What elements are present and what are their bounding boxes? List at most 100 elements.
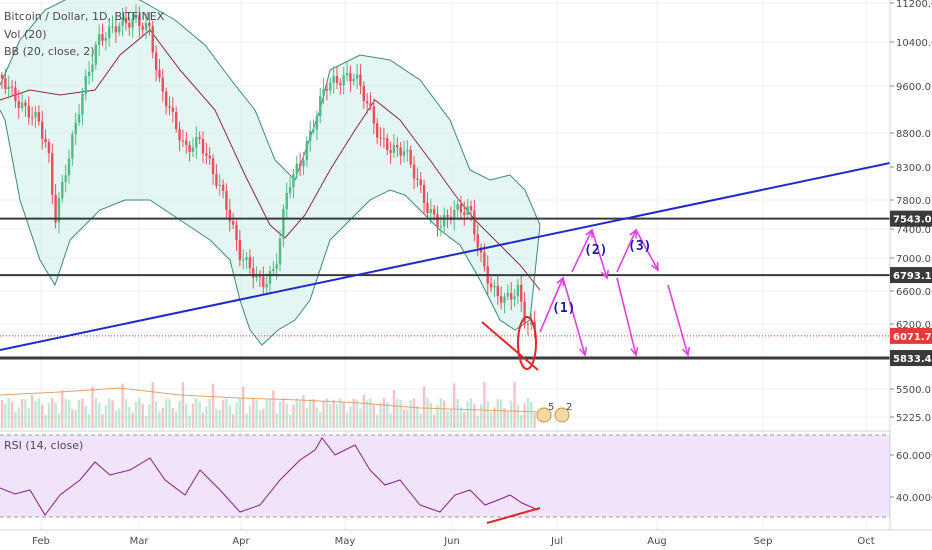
candle-body-48 xyxy=(161,77,164,92)
drawing-annotations: (1) (2) (3) 5 2 xyxy=(0,162,891,423)
candle-body-69 xyxy=(231,221,235,225)
event-badge-icon-0 xyxy=(536,407,552,423)
volume-bar-118 xyxy=(396,398,399,428)
volume-bar-29 xyxy=(97,402,101,428)
volume-bar-145 xyxy=(486,401,489,428)
volume-bar-61 xyxy=(205,406,208,428)
candle-body-13 xyxy=(44,138,47,142)
rsi-divergence-line xyxy=(486,507,541,524)
volume-bar-106 xyxy=(355,399,359,428)
price-tick-label-10: 5500.0 xyxy=(896,385,931,396)
rsi-tick-label-1: 40.0000 xyxy=(896,493,932,504)
level-tag-label-axis-0: 7543.0 xyxy=(893,215,932,226)
candle-body-103 xyxy=(345,73,349,76)
volume-bar-58 xyxy=(195,398,198,428)
candle-body-52 xyxy=(175,111,178,130)
candle-body-45 xyxy=(151,26,154,53)
candle-body-51 xyxy=(171,107,175,112)
candle-body-132 xyxy=(443,214,446,227)
price-highlight-ellipse xyxy=(517,316,537,370)
candle-body-17 xyxy=(57,198,61,223)
projection-arrow-4 xyxy=(616,229,637,273)
event-badge-count-0: 5 xyxy=(548,402,554,413)
volume-bar-18 xyxy=(61,390,64,428)
projection-arrowhead-1 xyxy=(579,346,588,357)
volume-bar-76 xyxy=(255,400,258,428)
candle-body-126 xyxy=(422,185,426,203)
volume-ma xyxy=(0,387,541,413)
projection-arrowhead-5 xyxy=(651,261,659,272)
volume-bar-67 xyxy=(225,398,228,428)
volume-bar-83 xyxy=(278,401,282,428)
volume-bar-90 xyxy=(302,395,305,428)
ascending-trendline xyxy=(0,162,891,351)
volume-bar-23 xyxy=(77,400,81,428)
volume-bar-133 xyxy=(446,410,449,428)
volume-bar-48 xyxy=(161,407,164,428)
volume-bar-33 xyxy=(111,400,114,428)
candle-body-152 xyxy=(510,293,513,300)
volume-bar-109 xyxy=(365,400,369,428)
volume-bar-55 xyxy=(185,404,188,428)
candle-body-143 xyxy=(479,247,483,253)
candle-body-20 xyxy=(67,158,71,176)
volume-bar-65 xyxy=(218,410,221,428)
candle-body-128 xyxy=(429,209,432,214)
volume-bar-52 xyxy=(175,411,178,428)
volume-bar-156 xyxy=(523,403,526,428)
candle-body-15 xyxy=(51,153,54,195)
volume-bar-13 xyxy=(44,414,47,428)
time-tick-label-0: Feb xyxy=(32,536,50,547)
volume-bar-130 xyxy=(436,405,439,428)
candle-body-153 xyxy=(513,296,516,300)
candle-body-125 xyxy=(419,179,422,186)
candle-body-44 xyxy=(148,22,151,27)
volume-bar-103 xyxy=(345,412,349,428)
volume-bar-26 xyxy=(87,413,91,428)
volume-bar-141 xyxy=(473,403,476,428)
candle-body-156 xyxy=(523,301,526,325)
volume-bar-24 xyxy=(81,398,84,428)
price-tick-label-11: 5225.0 xyxy=(896,413,931,424)
volume-bar-31 xyxy=(104,405,108,428)
time-tick-label-8: Oct xyxy=(857,536,874,547)
volume-bar-12 xyxy=(41,404,44,428)
volume-bar-96 xyxy=(322,401,325,428)
candle-body-29 xyxy=(97,34,101,45)
rsi-tick-label-0: 60.0000 xyxy=(896,451,932,462)
volume-bar-38 xyxy=(128,406,131,428)
candle-body-124 xyxy=(416,178,419,180)
volume-bar-62 xyxy=(208,398,211,428)
candle-body-74 xyxy=(248,257,252,269)
volume-bar-85 xyxy=(285,403,288,428)
candle-body-53 xyxy=(178,129,181,141)
volume-bar-152 xyxy=(510,400,513,428)
candle-body-112 xyxy=(376,123,379,138)
candle-body-27 xyxy=(91,64,94,72)
candle-body-76 xyxy=(255,274,258,278)
candle-body-62 xyxy=(208,155,211,159)
volume-bar-81 xyxy=(272,390,275,428)
candle-body-141 xyxy=(473,210,476,235)
bollinger-indicator-label: BB (20, close, 2) xyxy=(4,45,95,58)
candle-body-25 xyxy=(84,76,87,94)
level-tag-bg-axis-1 xyxy=(890,267,932,284)
volume-bar-117 xyxy=(392,390,396,428)
volume-bar-158 xyxy=(530,401,533,428)
time-tick-label-6: Aug xyxy=(647,536,667,547)
volume-bar-6 xyxy=(20,398,24,428)
time-tick-label-5: Jul xyxy=(550,536,563,547)
candle-body-122 xyxy=(409,149,412,165)
candle-body-101 xyxy=(339,83,342,86)
price-tick-label-0: 11200.0 xyxy=(896,0,932,10)
candle-body-116 xyxy=(389,150,392,153)
volume-bar-140 xyxy=(469,398,473,428)
candle-body-157 xyxy=(526,324,530,326)
candle-body-68 xyxy=(228,209,231,222)
volume-bar-132 xyxy=(443,400,446,428)
candle-body-22 xyxy=(74,122,77,135)
volume-bar-39 xyxy=(131,412,134,428)
candle-body-105 xyxy=(352,78,355,82)
